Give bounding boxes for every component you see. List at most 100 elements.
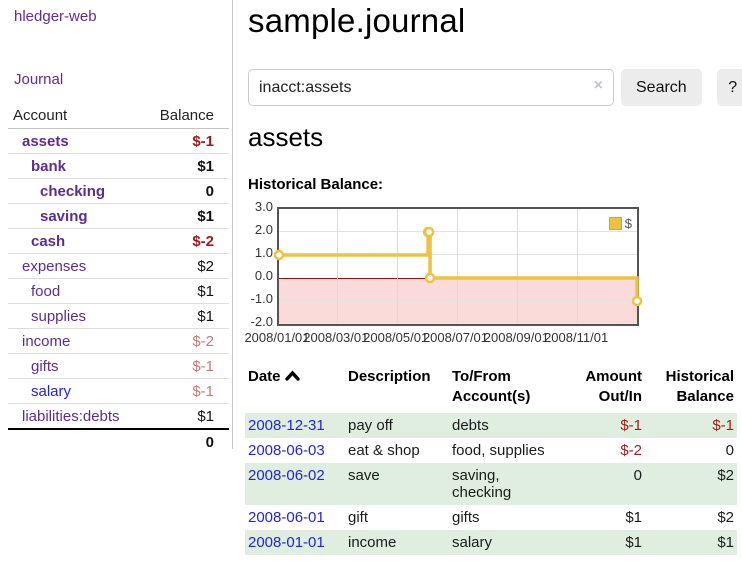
gridline-vertical (456, 209, 458, 324)
account-link-bank[interactable]: bank (31, 157, 67, 175)
transaction-date-link[interactable]: 2008-06-01 (248, 509, 325, 526)
account-balance: $1 (197, 157, 214, 175)
transaction-amount: $-1 (620, 417, 642, 434)
transaction-amount: $1 (625, 509, 642, 526)
data-point-marker (423, 226, 435, 238)
account-balance: $2 (197, 257, 214, 275)
gridline-vertical (336, 209, 338, 324)
account-total-value: 0 (205, 434, 214, 451)
transaction-description: save (348, 467, 380, 484)
transaction-balance: 0 (725, 442, 734, 459)
gridline-horizontal (279, 254, 637, 255)
transaction-amount: $-2 (620, 442, 642, 459)
page-title: sample.journal (248, 2, 466, 39)
sort-ascending-icon (284, 370, 300, 381)
transaction-description: income (348, 534, 397, 551)
gridline-vertical (517, 209, 519, 324)
transaction-date-link[interactable]: 2008-06-03 (248, 442, 325, 459)
transaction-row: 2008-06-03 eat & shop food, supplies $-2 0 (245, 438, 737, 463)
y-axis-tick-label: 0.0 (254, 268, 273, 283)
account-link-food[interactable]: food (31, 282, 61, 300)
y-axis-tick-label: -2.0 (250, 314, 273, 329)
legend-swatch (608, 217, 622, 230)
y-axis-tick-label: -1.0 (250, 291, 273, 306)
transaction-row: 2008-06-01 gift gifts $1 $2 (245, 505, 737, 530)
account-row: cash $-2 (8, 229, 229, 254)
accounts-column-header: To/From Account(s) (452, 368, 531, 405)
transaction-accounts: saving, checking (452, 467, 512, 501)
amount-column-header: Amount Out/In (585, 368, 642, 405)
gridline-vertical (396, 209, 398, 324)
account-link-saving[interactable]: saving (40, 207, 88, 225)
account-total-row: 0 (8, 428, 229, 455)
account-balance: $1 (197, 282, 214, 300)
account-balance: $-1 (192, 382, 214, 400)
description-column-header: Description (348, 368, 431, 385)
account-row: liabilities:debts $1 (8, 404, 229, 428)
gridline-horizontal (279, 300, 637, 301)
x-axis-tick-label: 2008/11/01 (544, 330, 609, 345)
transaction-date-link[interactable]: 2008-01-01 (248, 534, 325, 551)
chart-legend: $ (608, 216, 632, 231)
transaction-date-link[interactable]: 2008-06-02 (248, 467, 325, 484)
balance-step-line (273, 226, 643, 307)
search-button[interactable]: Search (621, 69, 702, 106)
sidebar: hledger-web Journal Account Balance asse… (0, 0, 233, 451)
legend-label: $ (624, 216, 632, 231)
account-link-expenses[interactable]: expenses (22, 257, 87, 275)
account-link-cash[interactable]: cash (31, 232, 66, 250)
x-axis-tick-label: 2008/07/01 (422, 330, 489, 345)
account-balance: $1 (197, 207, 214, 225)
account-row: income $-2 (8, 329, 229, 354)
account-balance-table: Account Balance assets $-1 bank $1 checking 0… (8, 103, 229, 455)
account-link-checking[interactable]: checking (40, 182, 106, 200)
account-balance: 0 (205, 182, 214, 200)
account-row: bank $1 (8, 154, 229, 179)
transaction-balance: $2 (717, 509, 734, 526)
search-help-button[interactable]: ? (716, 69, 742, 106)
account-link-income[interactable]: income (22, 332, 71, 350)
chart-plot-area: $ (273, 207, 643, 326)
transaction-accounts: food, supplies (452, 442, 545, 459)
account-row: expenses $2 (8, 254, 229, 279)
x-axis-tick-label: 2008/03/01 (303, 330, 369, 345)
search-input[interactable] (248, 69, 614, 106)
account-link-salary[interactable]: salary (31, 382, 72, 400)
sidebar-item-journal[interactable]: Journal (14, 71, 64, 88)
y-axis-tick-label: 2.0 (254, 222, 273, 237)
transaction-date-link[interactable]: 2008-12-31 (248, 417, 325, 434)
account-balance: $1 (197, 307, 214, 325)
transaction-amount: 0 (633, 467, 642, 484)
account-row: assets $-1 (8, 129, 229, 154)
search-form: × Search ? (248, 69, 742, 106)
data-point-marker (273, 249, 285, 261)
transaction-accounts: salary (452, 534, 493, 551)
app-title-link[interactable]: hledger-web (14, 8, 97, 25)
y-axis-tick-label: 1.0 (254, 245, 273, 260)
account-link-gifts[interactable]: gifts (31, 357, 59, 375)
account-balance: $1 (197, 407, 214, 425)
search-box: × (248, 69, 614, 106)
account-row: checking 0 (8, 179, 229, 204)
account-balance: $-1 (192, 357, 214, 375)
historical-balance-chart: $ 3.0 2.0 1.0 0.0 -1.0 -2.0 2008/01/01 2008/03/… (244, 200, 728, 348)
account-balance: $-2 (192, 232, 214, 250)
transaction-row: 2008-01-01 income salary $1 $1 (245, 530, 737, 555)
chart-title: Historical Balance: (248, 176, 384, 193)
transaction-accounts: debts (452, 417, 489, 434)
transaction-amount: $1 (625, 534, 642, 551)
account-link-assets[interactable]: assets (22, 132, 69, 150)
account-balance: $-1 (192, 132, 214, 150)
transaction-accounts: gifts (452, 509, 480, 526)
balance-column-header: Balance (159, 107, 214, 124)
transaction-description: pay off (348, 417, 393, 434)
x-axis-tick-label: 2008/05/01 (363, 330, 429, 345)
transaction-description: gift (348, 509, 369, 526)
account-link-liabilities-debts[interactable]: liabilities:debts (22, 407, 120, 425)
clear-search-icon[interactable]: × (593, 77, 603, 94)
balance-column-header-register: Historical Balance (665, 368, 734, 405)
transaction-balance: $1 (717, 534, 734, 551)
account-balance: $-2 (192, 332, 214, 350)
account-row: saving $1 (8, 204, 229, 229)
account-link-supplies[interactable]: supplies (31, 307, 87, 325)
